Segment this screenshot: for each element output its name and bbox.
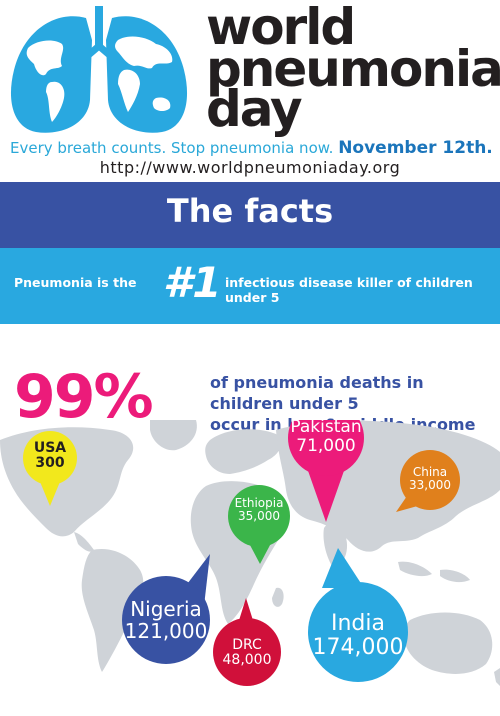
pin-value: 121,000 (124, 619, 208, 643)
pin-country: China (412, 465, 448, 479)
pin-pakistan (288, 420, 364, 522)
world-map (0, 420, 500, 686)
stat-line-1: of pneumonia deaths in children under 5 (210, 373, 424, 413)
pin-usa (23, 431, 77, 506)
pin-label-usa: USA 300 (23, 440, 77, 472)
pin-country: Pakistan (290, 417, 362, 437)
pin-label-india: India 174,000 (310, 611, 406, 661)
tagline-text: Every breath counts. Stop pneumonia now. (10, 139, 334, 157)
pin-label-ethiopia: Ethiopia 35,000 (228, 496, 290, 524)
fact-post-text: infectious disease killer of children un… (225, 275, 473, 305)
stat-percent: 99% (14, 362, 154, 432)
pin-country: India (331, 611, 385, 636)
pin-label-pakistan: Pakistan 71,000 (288, 418, 364, 455)
pin-nigeria (122, 554, 210, 664)
fact-box: Pneumonia is the #1 infectious disease k… (0, 248, 500, 324)
title-pneumonia: pneumonia (206, 40, 500, 98)
pin-country: DRC (232, 637, 262, 653)
pin-value: 33,000 (409, 478, 451, 493)
fact-pre-text: Pneumonia is the (14, 275, 137, 290)
pin-ethiopia (228, 485, 290, 564)
website-link[interactable]: http://www.worldpneumoniaday.org (99, 158, 401, 177)
pin-value: 48,000 (222, 652, 272, 669)
title-world: world (206, 0, 356, 56)
pin-country: Nigeria (130, 597, 202, 621)
pin-value: 300 (35, 455, 65, 472)
facts-banner (0, 182, 500, 248)
fact-rank: #1 (163, 258, 222, 307)
pin-value: 35,000 (238, 509, 280, 524)
pin-china (396, 450, 460, 512)
pin-drc (213, 598, 281, 686)
pin-label-nigeria: Nigeria 121,000 (122, 598, 210, 642)
pin-value: 174,000 (312, 635, 404, 661)
pin-country: Ethiopia (234, 496, 284, 510)
tagline: Every breath counts. Stop pneumonia now.… (10, 138, 493, 158)
lungs-globe-icon (10, 6, 188, 133)
title-day: day (206, 80, 303, 138)
pin-label-drc: DRC 48,000 (213, 637, 281, 669)
pin-country: USA (33, 440, 67, 456)
pin-value: 71,000 (296, 435, 356, 456)
pin-india (308, 548, 408, 682)
pin-label-china: China 33,000 (402, 465, 458, 493)
event-date: November 12th. (338, 138, 493, 158)
facts-heading: The facts (166, 192, 334, 230)
